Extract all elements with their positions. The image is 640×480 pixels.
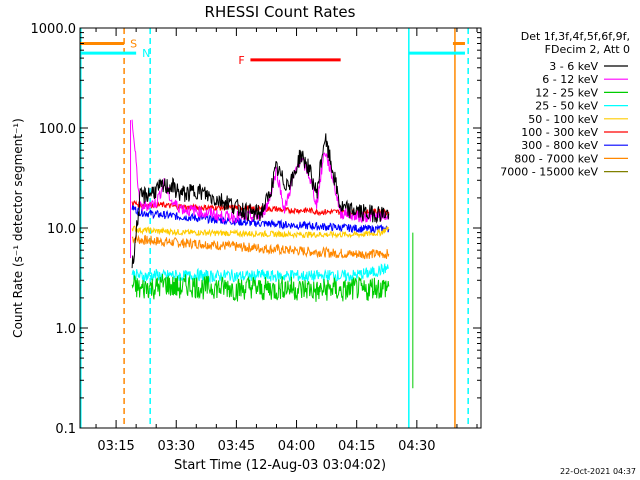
legend-header-2: FDecim 2, Att 0 <box>545 43 630 56</box>
legend-entry-label: 3 - 6 keV <box>549 60 598 73</box>
legend-entry-label: 12 - 25 keV <box>535 86 598 99</box>
legend-entry-label: 300 - 800 keV <box>521 139 598 152</box>
annotation-label: S <box>130 37 137 50</box>
x-tick-label: 03:30 <box>158 439 195 454</box>
legend-entry-label: 6 - 12 keV <box>542 73 598 86</box>
legend-entry-label: 800 - 7000 keV <box>514 152 598 165</box>
legend-header-1: Det 1f,3f,4f,5f,6f,9f, <box>521 30 630 43</box>
x-tick-label: 03:15 <box>97 439 134 454</box>
annotation-label: N <box>142 47 150 60</box>
series-line <box>131 234 390 260</box>
y-axis-label: Count Rate (s⁻¹ detector segment⁻¹) <box>11 118 25 338</box>
legend: Det 1f,3f,4f,5f,6f,9f, FDecim 2, Att 0 3… <box>500 30 630 179</box>
legend-entry-label: 100 - 300 keV <box>521 126 598 139</box>
footer-timestamp: 22-Oct-2021 04:37 <box>560 467 636 476</box>
chart-title: RHESSI Count Rates <box>205 3 356 21</box>
series-line <box>131 133 390 269</box>
series-line <box>131 263 390 284</box>
axes: 0.1 1.0 10.0 100.0 1000.0 03:15 03:30 03:45 04:0… <box>31 22 481 454</box>
annotation-label: F <box>238 54 244 67</box>
y-tick-label: 1000.0 <box>31 22 77 37</box>
legend-entry-label: 50 - 100 keV <box>528 113 598 126</box>
x-tick-label: 04:15 <box>338 439 375 454</box>
series-layer <box>130 119 414 389</box>
x-axis-label: Start Time (12-Aug-03 03:04:02) <box>174 458 386 473</box>
y-tick-label: 10.0 <box>47 222 76 237</box>
annotation-layer: SN F <box>80 37 465 67</box>
y-tick-label: 0.1 <box>55 422 76 437</box>
legend-entry-label: 25 - 50 keV <box>535 100 598 113</box>
legend-entry-label: 7000 - 15000 keV <box>500 166 598 179</box>
series-line <box>131 273 390 302</box>
x-tick-label: 04:00 <box>278 439 315 454</box>
series-line <box>131 225 390 240</box>
y-tick-label: 1.0 <box>55 322 76 337</box>
x-tick-label: 04:30 <box>398 439 435 454</box>
y-tick-label: 100.0 <box>39 122 76 137</box>
x-tick-label: 03:45 <box>218 439 255 454</box>
series-line <box>131 204 390 234</box>
